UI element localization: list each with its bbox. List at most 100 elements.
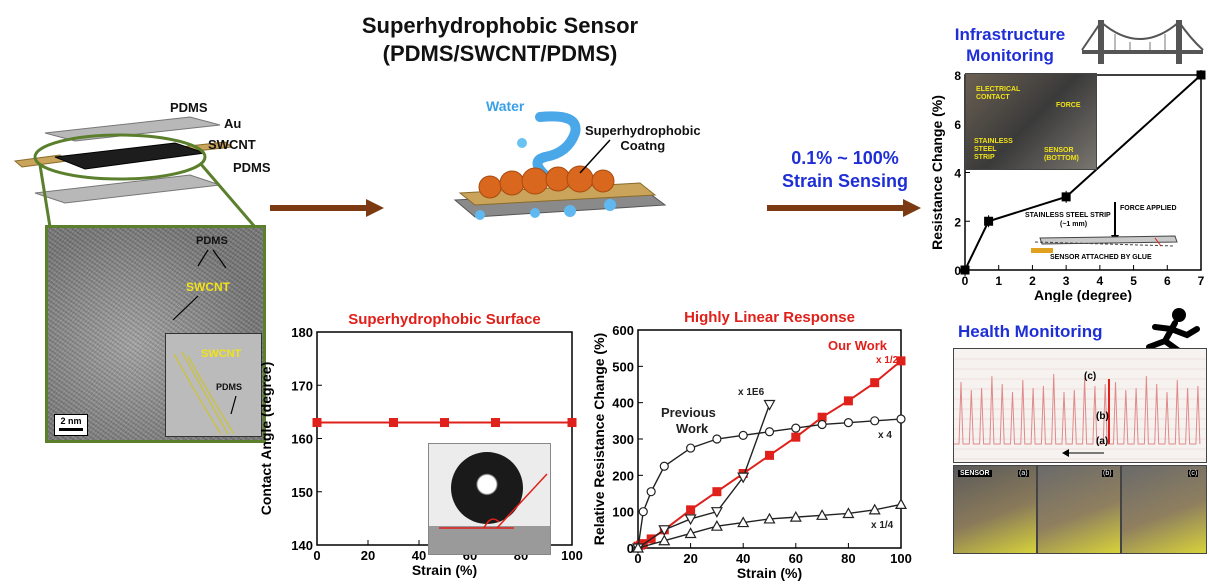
- x-axis-label: Strain (%): [737, 565, 802, 581]
- infra-photo-label-sensor: SENSOR (BOTTOM): [1044, 147, 1079, 162]
- y-tick-label: 4: [954, 167, 961, 181]
- data-point: [894, 498, 908, 509]
- data-point: [896, 414, 906, 424]
- data-point: [685, 443, 696, 453]
- x-tick-label: 40: [412, 548, 426, 563]
- strain-sensing-text: 0.1% ~ 100% Strain Sensing: [770, 147, 920, 193]
- infra-title-line2: Monitoring: [966, 46, 1054, 65]
- data-point: [491, 418, 500, 428]
- strip-label-glue: SENSOR ATTACHED BY GLUE: [1050, 254, 1152, 261]
- water-drop-icon: [517, 138, 527, 148]
- x-tick-label: 100: [561, 548, 583, 563]
- data-point: [638, 507, 648, 517]
- tem-pointer-lines: [172, 249, 227, 321]
- data-point: [763, 512, 776, 524]
- series-line: [637, 418, 902, 549]
- health-photo-c: (c): [1121, 465, 1207, 554]
- chart-linear-response: 0 20 40 60 80 100 0 100 200 300 400 500 600 Highly Li…: [591, 309, 912, 581]
- x-tick-label: 100: [890, 551, 912, 566]
- coating-illustration: [453, 111, 667, 220]
- y-axis-label: Relative Resistance Change (%): [591, 333, 607, 545]
- series-line: [964, 74, 1202, 271]
- y-tick-label: 300: [612, 432, 634, 447]
- annotation: Work: [676, 421, 709, 436]
- y-tick-label: 200: [612, 468, 634, 483]
- scale-bar-label: 2 nm: [60, 416, 82, 426]
- data-point: [710, 519, 723, 531]
- data-point: [710, 507, 723, 518]
- data-point: [791, 432, 801, 442]
- data-point: [763, 399, 776, 411]
- tem-label-pdms: PDMS: [196, 235, 228, 247]
- coating-pointer: [579, 139, 611, 174]
- y-tick-label: 2: [954, 215, 961, 229]
- label-swcnt: SWCNT: [208, 137, 256, 152]
- contact-angle-tangent: [439, 473, 548, 529]
- data-point: [631, 541, 645, 553]
- x-axis-label: Angle (degree): [1034, 287, 1132, 302]
- health-photo-a-label: (a): [1018, 470, 1029, 477]
- zoom-line-left: [38, 164, 52, 228]
- y-axis-label: Resistance Change (%): [929, 95, 945, 250]
- series-line: [637, 503, 902, 549]
- annotation: x 4: [878, 430, 892, 441]
- water-label: Water: [486, 98, 525, 114]
- x-tick-label: 20: [361, 548, 375, 563]
- data-point: [764, 427, 775, 437]
- y-tick-label: 150: [291, 485, 313, 500]
- data-point: [984, 216, 994, 226]
- series-line: [637, 404, 771, 549]
- time-arrowhead: [1062, 449, 1069, 457]
- annotation: x 1E6: [738, 387, 765, 398]
- water-droplets: [475, 199, 616, 220]
- health-mark-c: (c): [1084, 371, 1097, 382]
- infra-photo-label-strip: STAINLESS STEEL STRIP: [974, 138, 1013, 161]
- data-point: [868, 503, 881, 515]
- annotation: Previous: [661, 405, 716, 420]
- bridge-icon: [1081, 20, 1204, 64]
- y-tick-label: 0: [954, 264, 961, 278]
- x-tick-label: 7: [1198, 274, 1205, 288]
- data-point: [1196, 70, 1206, 80]
- data-point: [843, 396, 853, 406]
- main-title: Superhydrophobic Sensor (PDMS/SWCNT/PDMS…: [330, 12, 670, 68]
- y-tick-label: 600: [612, 323, 634, 338]
- health-photo-b-label: (b): [1102, 470, 1113, 477]
- infra-photo-label-force: FORCE: [1056, 102, 1081, 109]
- x-tick-label: 2: [1029, 274, 1036, 288]
- x-tick-label: 80: [841, 551, 855, 566]
- y-tick-label: 500: [612, 359, 634, 374]
- data-point: [658, 525, 671, 537]
- label-pdms-top: PDMS: [170, 100, 208, 115]
- chart-title: Highly Linear Response: [684, 309, 855, 326]
- x-tick-label: 5: [1130, 274, 1137, 288]
- health-photo-b: (b): [1037, 465, 1121, 554]
- x-tick-label: 6: [1164, 274, 1171, 288]
- main-title-line2: (PDMS/SWCNT/PDMS): [382, 41, 618, 66]
- data-point: [312, 418, 322, 428]
- swcnt-layer: [54, 142, 206, 170]
- data-point: [389, 418, 398, 428]
- tem-label-swcnt: SWCNT: [186, 280, 230, 294]
- arrow-to-infrastructure: [767, 199, 921, 217]
- droplet-inset: [428, 443, 551, 555]
- data-point: [658, 534, 671, 546]
- data-point: [684, 527, 697, 539]
- health-photo-a: SENSOR (a): [953, 465, 1037, 554]
- health-mark-a: (a): [1096, 436, 1109, 447]
- tem-inset-label-pdms: PDMS: [216, 382, 243, 392]
- label-au: Au: [224, 116, 242, 131]
- y-tick-label: 140: [291, 538, 313, 553]
- infra-photo: ELECTRICAL CONTACT FORCE STAINLESS STEEL…: [965, 73, 1097, 170]
- x-tick-label: 0: [634, 551, 641, 566]
- health-title: Health Monitoring: [958, 322, 1103, 341]
- coating-label: Superhydrophobic Coatng: [585, 123, 701, 153]
- data-point: [684, 514, 697, 526]
- y-tick-label: 400: [612, 396, 634, 411]
- data-point: [870, 416, 880, 426]
- droplet-substrate: [429, 526, 550, 554]
- y-tick-label: 0: [627, 541, 634, 556]
- data-point: [789, 510, 802, 522]
- x-tick-label: 4: [1097, 274, 1104, 288]
- x-tick-label: 3: [1063, 274, 1070, 288]
